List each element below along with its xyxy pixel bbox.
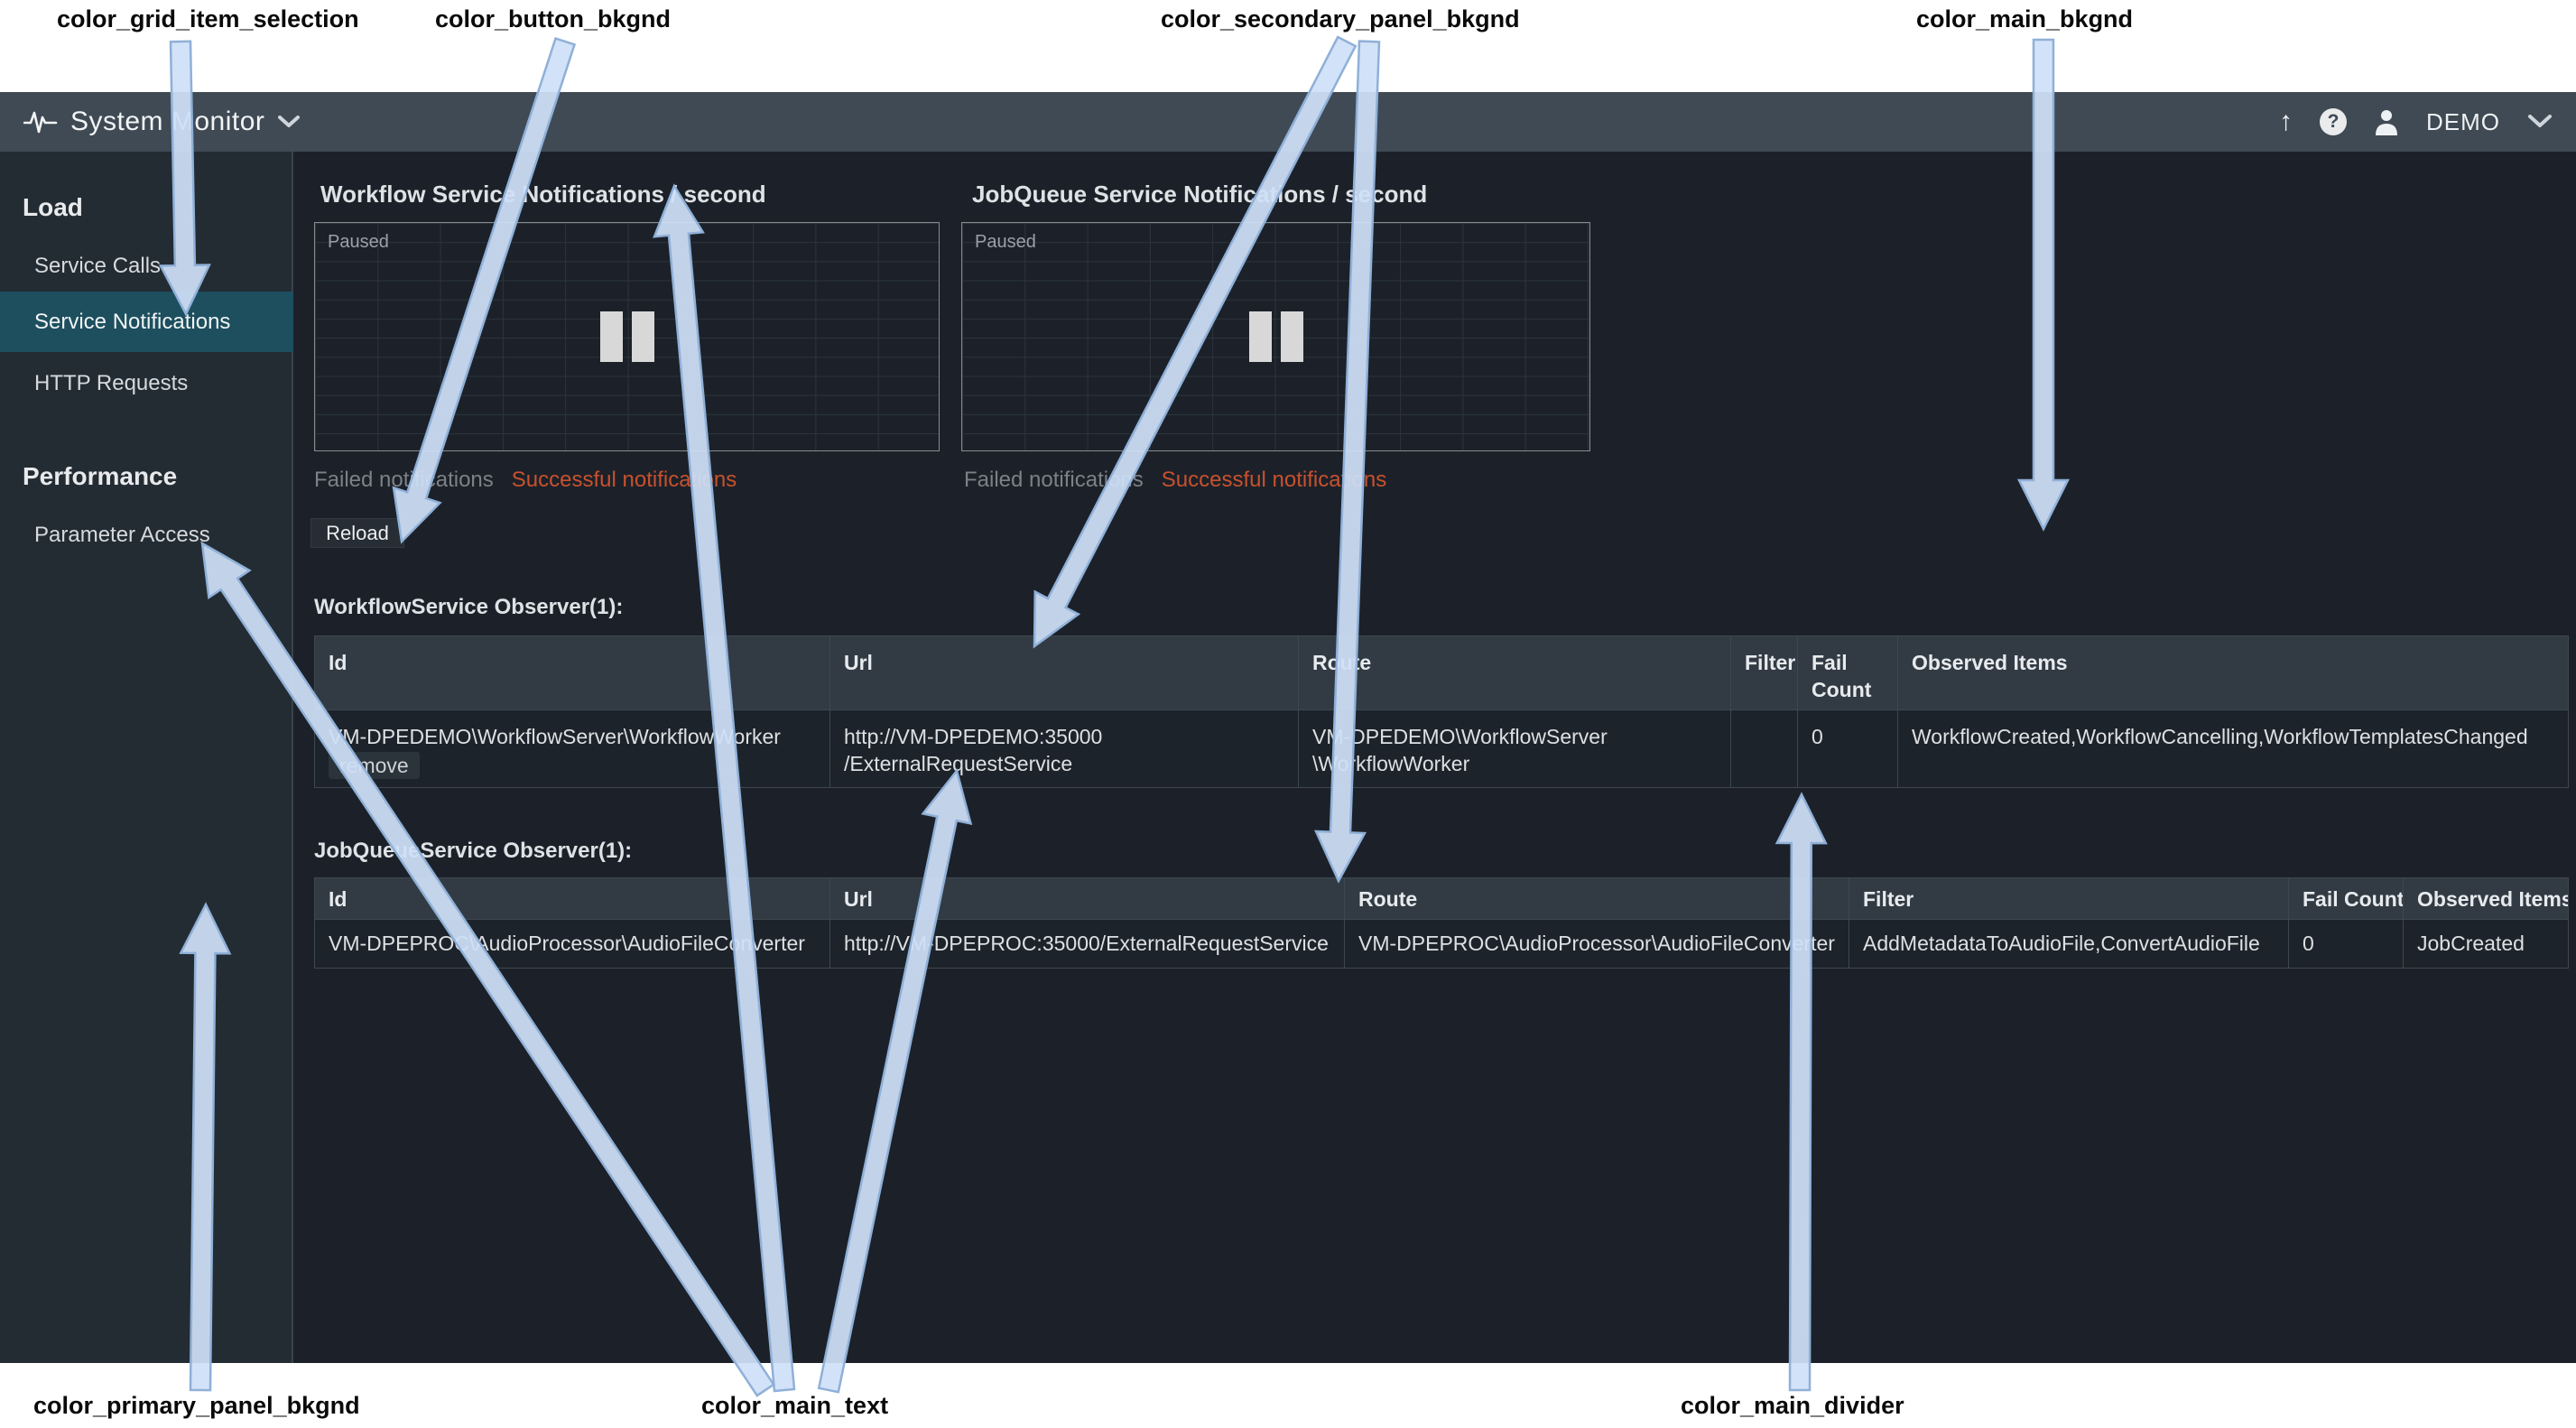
workflowservice-observer-caption: WorkflowService Observer(1): [314,595,624,619]
main-panel: Workflow Service Notifications / second … [295,152,2576,1363]
table-row: VM-DPEPROC\AudioProcessor\AudioFileConve… [315,919,2568,968]
column-header-id: Id [315,636,830,709]
cell-url: http://VM-DPEDEMO:35000 /ExternalRequest… [830,710,1299,787]
workflowservice-observer-table: Id Url Route Filter Fail Count Observed … [314,635,2569,788]
column-header-route: Route [1299,636,1731,709]
user-icon[interactable] [2374,108,2399,135]
chart2-legend-failed: Failed notifications [964,468,1144,492]
system-monitor-app: System Monitor ↑ ? DEMO [0,92,2576,1363]
cell-fail-count: 0 [1798,710,1898,787]
cell-route: VM-DPEDEMO\WorkflowServer \WorkflowWorke… [1299,710,1731,787]
chart1-legend: Failed notifications Successful notifica… [314,468,737,493]
annotation-label-main-text: color_main_text [701,1392,889,1419]
chart1-legend-failed: Failed notifications [314,468,494,492]
sidebar-item-service-calls[interactable]: Service Calls [34,254,162,278]
chart2-pause-icon [962,223,1589,450]
table-header-row: Id Url Route Filter Fail Count Observed … [315,636,2568,709]
chart2-title: JobQueue Service Notifications / second [972,181,1428,208]
annotation-label-grid-item-selection: color_grid_item_selection [57,5,359,32]
annotation-label-primary-panel-bkgnd: color_primary_panel_bkgnd [33,1392,360,1419]
pulse-logo-icon [23,108,58,135]
table-header-row: Id Url Route Filter Fail Count Observed … [315,878,2568,919]
column-header-url: Url [830,636,1299,709]
chart2-legend-successful: Successful notifications [1161,468,1387,492]
column-header-fail-count: Fail Count [1812,651,1872,701]
jobqueueservice-observer-caption: JobQueueService Observer(1): [314,839,633,863]
upload-icon[interactable]: ↑ [2279,107,2293,136]
chart1-legend-successful: Successful notifications [511,468,737,492]
cell-route: VM-DPEPROC\AudioProcessor\AudioFileConve… [1345,920,1849,968]
user-name[interactable]: DEMO [2426,107,2500,135]
jobqueueservice-observer-table: Id Url Route Filter Fail Count Observed … [314,877,2569,969]
observer-id: VM-DPEDEMO\WorkflowServer\WorkflowWorker [329,725,781,748]
column-header-route: Route [1345,878,1849,919]
chart1-title: Workflow Service Notifications / second [320,181,766,208]
sidebar-item-http-requests[interactable]: HTTP Requests [34,371,189,395]
sidebar-item-service-notifications[interactable]: Service Notifications [0,292,293,352]
column-header-id: Id [315,878,830,919]
annotation-label-main-divider: color_main_divider [1681,1392,1904,1419]
remove-button[interactable]: remove [329,752,420,779]
column-header-fail-count: Fail Count [2289,878,2404,919]
chart2-legend: Failed notifications Successful notifica… [964,468,1386,493]
title-chevron-down-icon[interactable] [277,115,301,129]
chart2-canvas[interactable]: Paused [961,222,1590,451]
help-icon[interactable]: ? [2320,108,2347,135]
user-chevron-down-icon[interactable] [2527,114,2553,130]
cell-fail-count: 0 [2289,920,2404,968]
chart1-pause-icon [315,223,939,450]
sidebar: Load Service Calls Service Notifications… [0,152,293,1363]
reload-button[interactable]: Reload [310,518,404,548]
sidebar-section-load: Load [23,193,83,221]
annotation-label-main-bkgnd: color_main_bkgnd [1916,5,2134,32]
column-header-filter: Filter [1731,636,1798,709]
cell-observed-items: WorkflowCreated,WorkflowCancelling,Workf… [1912,725,2528,748]
cell-filter: AddMetadataToAudioFile,ConvertAudioFile [1849,920,2289,968]
cell-observed-items: JobCreated [2417,932,2525,955]
cell-id: VM-DPEPROC\AudioProcessor\AudioFileConve… [315,920,830,968]
top-bar: System Monitor ↑ ? DEMO [0,92,2576,152]
cell-url: http://VM-DPEPROC:35000/ExternalRequestS… [830,920,1345,968]
annotation-label-button-bkgnd: color_button_bkgnd [435,5,671,32]
cell-filter [1731,710,1798,787]
app-body: Load Service Calls Service Notifications… [0,152,2576,1363]
chart2-paused-label: Paused [975,232,1036,252]
column-header-observed-items: Observed Items [2417,887,2568,911]
column-header-filter: Filter [1849,878,2289,919]
column-header-url: Url [830,878,1345,919]
app-title: System Monitor [70,107,265,136]
chart1-canvas[interactable]: Paused [314,222,940,451]
column-header-observed-items: Observed Items [1912,651,2068,674]
annotation-label-secondary-panel-bkgnd: color_secondary_panel_bkgnd [1161,5,1520,32]
chart1-paused-label: Paused [328,232,389,252]
sidebar-section-performance: Performance [23,462,178,490]
table-row: VM-DPEDEMO\WorkflowServer\WorkflowWorker… [315,709,2568,787]
cell-id: VM-DPEDEMO\WorkflowServer\WorkflowWorker… [315,710,830,787]
sidebar-item-parameter-access[interactable]: Parameter Access [34,523,210,547]
